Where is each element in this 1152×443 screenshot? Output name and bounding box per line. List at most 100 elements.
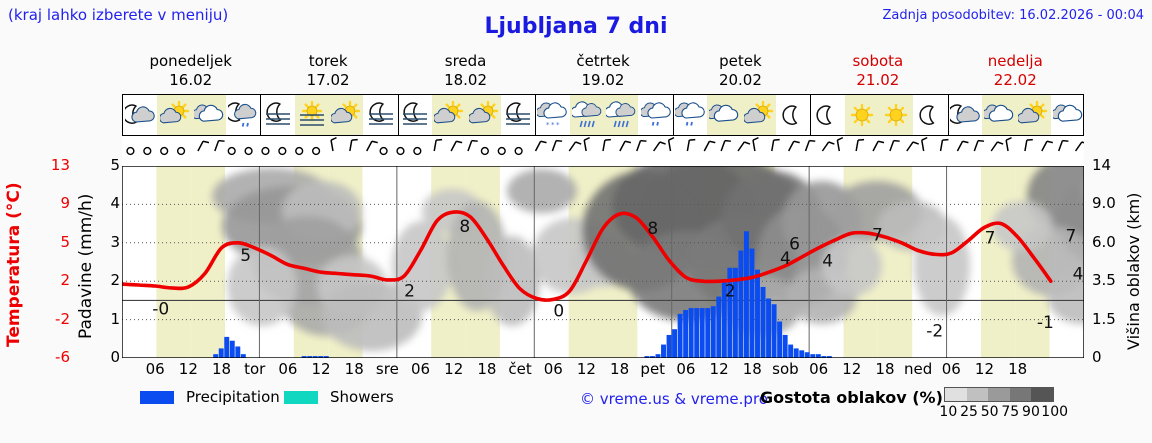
moon-fog-icon <box>368 102 393 125</box>
wind-barb-calm <box>278 146 287 156</box>
location-menu-note[interactable]: (kraj lahko izberete v meniju) <box>8 6 229 24</box>
moon-fog-icon <box>506 102 531 125</box>
precipitation-bar <box>312 356 318 358</box>
weather-icon-cloud-drizzle <box>638 95 672 135</box>
time-tick-pet: pet <box>640 360 666 378</box>
precip-tick-3: 3 <box>110 232 120 251</box>
wind-barbs-svg <box>126 136 1084 156</box>
page-header: (kraj lahko izberete v meniju) Ljubljana… <box>0 0 1152 39</box>
cloud-rain-icon <box>571 101 602 128</box>
moon-fog-icon <box>403 102 428 125</box>
precipitation-bar <box>727 267 733 358</box>
cloud-drizzle-icon <box>640 102 671 126</box>
wind-barb-feather <box>202 140 210 144</box>
cloud-icon <box>984 104 1014 122</box>
day-name: sobota <box>852 52 904 70</box>
temperature-extreme-label: 7 <box>872 226 883 246</box>
weather-icon-cloud-rain <box>570 95 604 135</box>
wind-barb-feather <box>912 141 919 145</box>
sun-cloud-icon <box>743 100 773 124</box>
wind-barb-shaft <box>737 141 745 152</box>
day-separator <box>535 95 537 135</box>
time-tick-06: 06 <box>145 360 165 378</box>
wind-barb-shaft <box>349 140 353 152</box>
wind-barb-shaft <box>467 140 473 152</box>
wind-barb-feather <box>668 136 675 141</box>
day-date: 16.02 <box>169 71 213 89</box>
wind-barb-shaft <box>583 140 587 152</box>
day-separator <box>947 95 949 135</box>
showers-legend-label: Showers <box>330 388 394 406</box>
density-tick-100: 100 <box>1041 404 1069 420</box>
wind-barb-feather <box>1026 138 1033 141</box>
precipitation-bar <box>716 296 722 358</box>
cloud-tick-3.5: 3.5 <box>1092 271 1116 290</box>
wind-barb-feather <box>893 139 900 142</box>
wind-barb-shaft <box>889 140 895 152</box>
wind-barb-shaft <box>450 140 457 152</box>
wind-barb-shaft <box>1024 140 1028 152</box>
wind-barb-shaft <box>956 140 964 152</box>
temperature-extreme-label: -0 <box>152 299 169 319</box>
precipitation-bar <box>799 350 805 358</box>
time-tick-12: 12 <box>974 360 995 378</box>
wind-barb-feather <box>1081 141 1084 144</box>
wind-barb-feather <box>689 138 696 141</box>
day-header-3: četrtek 19.02 <box>534 52 671 90</box>
wind-barb-shaft <box>653 141 661 152</box>
weather-icon-moon-fog <box>398 95 432 135</box>
precipitation-bar <box>672 329 678 358</box>
weather-icon-cloud-rain <box>604 95 638 135</box>
day-header-4: petek 20.02 <box>672 52 809 90</box>
time-tick-18: 18 <box>610 360 630 378</box>
temperature-extreme-label: 4 <box>822 251 833 271</box>
precip-tick-2: 2 <box>110 271 120 290</box>
day-header-2: sreda 18.02 <box>397 52 534 90</box>
day-separator <box>260 95 262 135</box>
precipitation-bar <box>240 354 246 358</box>
sun-cloud-icon <box>468 100 498 124</box>
wind-barb-calm <box>143 146 152 156</box>
precipitation-bar <box>666 334 672 358</box>
precip-tick-1: 1 <box>110 309 120 328</box>
temperature-extreme-label: 4 <box>780 249 791 269</box>
precipitation-bar <box>661 344 666 358</box>
day-date: 21.02 <box>856 71 900 89</box>
density-tick-10: 10 <box>939 404 958 420</box>
cloud-icon <box>709 104 739 122</box>
weather-icon-moon <box>913 95 947 135</box>
density-step-2 <box>988 388 1010 401</box>
wind-barb-shaft <box>686 140 691 152</box>
day-separator <box>672 95 674 135</box>
density-step-1 <box>966 388 989 401</box>
copyright-link[interactable]: © vreme.us & vreme.pro <box>580 390 768 408</box>
temperature-extreme-label: 8 <box>647 219 658 239</box>
temperature-extreme-label: 6 <box>789 234 800 254</box>
precip-tick-5: 5 <box>110 156 120 174</box>
day-separator <box>810 95 812 135</box>
wind-barb-shaft <box>1074 141 1083 152</box>
weather-icon-moon-cloud-drizzle <box>226 95 260 135</box>
precipitation-bar <box>649 356 655 358</box>
weather-icon-sun-cloud <box>157 95 191 135</box>
wind-barb-feather <box>837 136 844 141</box>
precipitation-bar <box>694 308 700 358</box>
time-tick-18: 18 <box>211 360 232 378</box>
wind-barb-feather <box>1005 136 1012 141</box>
precip-tick-0: 0 <box>110 348 120 366</box>
wind-barb-shaft <box>990 141 999 152</box>
time-tick-18: 18 <box>1008 360 1028 378</box>
weather-icon-sun-cloud <box>467 95 501 135</box>
cloud-density-tick-labels: 10 25 50 75 90 100 <box>938 404 1068 420</box>
wind-barb-feather <box>828 141 835 145</box>
temp-tick-13: 13 <box>50 156 70 174</box>
precipitation-bar <box>826 356 832 358</box>
precipitation-bar <box>760 286 766 358</box>
wind-barb-feather <box>878 140 885 144</box>
time-tick-12: 12 <box>709 360 729 378</box>
weather-icon-moon-fog <box>260 95 294 135</box>
precipitation-bar <box>732 267 738 358</box>
wind-barb-feather <box>540 140 547 144</box>
time-tick-tor: tor <box>244 360 266 378</box>
day-date: 17.02 <box>306 71 350 89</box>
